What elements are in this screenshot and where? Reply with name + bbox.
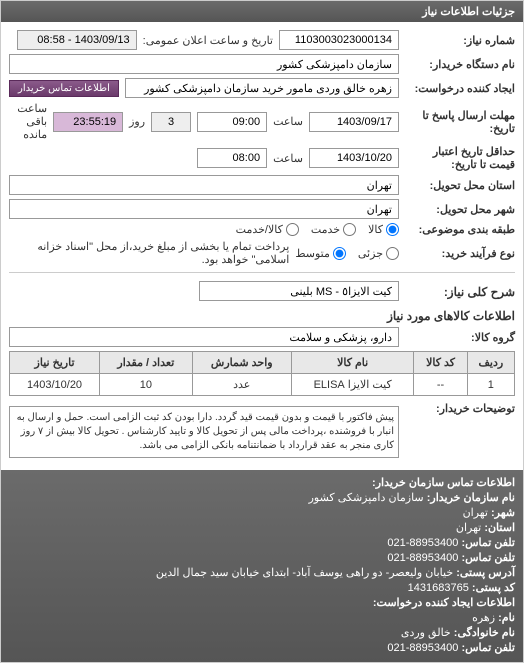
post-label: کد پستی: <box>472 582 515 594</box>
requester-label: ایجاد کننده درخواست: <box>405 82 515 95</box>
validity-time-input[interactable] <box>197 148 267 168</box>
deadline-time-input[interactable] <box>197 112 267 132</box>
name-label: نام: <box>498 612 515 624</box>
org-value: سازمان دامپزشکی کشور <box>309 492 424 504</box>
table-header: واحد شمارش <box>192 352 291 374</box>
tel-value: 88953400-021 <box>387 537 458 549</box>
topic-radio-group: کالا خدمت کالا/خدمت <box>236 223 399 236</box>
process-motavaset-option[interactable]: متوسط <box>295 247 346 260</box>
contact-button[interactable]: اطلاعات تماس خریدار <box>9 80 119 97</box>
public-notice-input[interactable] <box>17 30 137 50</box>
public-notice-label: تاریخ و ساعت اعلان عمومی: <box>143 34 273 47</box>
buyer-label: نام دستگاه خریدار: <box>405 58 515 71</box>
req-creator-title: اطلاعات ایجاد کننده درخواست: <box>373 597 515 609</box>
post-value: 1431683765 <box>408 582 469 594</box>
items-table: ردیفکد کالانام کالاواحد شمارشتعداد / مقد… <box>9 351 515 396</box>
panel-title: جزئیات اطلاعات نیاز <box>1 1 523 22</box>
table-cell: 1 <box>467 374 514 396</box>
city-label: شهر محل تحویل: <box>405 203 515 216</box>
days-input[interactable] <box>151 112 191 132</box>
table-header: تاریخ نیاز <box>10 352 100 374</box>
topic-kalakhadamat-radio[interactable] <box>286 223 299 236</box>
table-cell: کیت الایزا ELISA <box>291 374 414 396</box>
shahr-value: تهران <box>463 507 488 519</box>
form-body: شماره نیاز: تاریخ و ساعت اعلان عمومی: نا… <box>1 22 523 470</box>
org-label: نام سازمان خریدار: <box>427 492 515 504</box>
roz-label: روز <box>129 115 145 128</box>
saat-label-2: ساعت <box>273 152 303 165</box>
table-header: ردیف <box>467 352 514 374</box>
fax-value: 88953400-021 <box>387 552 458 564</box>
key-label: شرح کلی نیاز: <box>405 285 515 299</box>
saat-label-1: ساعت <box>273 115 303 128</box>
need-number-label: شماره نیاز: <box>405 34 515 47</box>
topic-kalakhadamat-option[interactable]: کالا/خدمت <box>236 223 299 236</box>
buyer-note-label: توضیحات خریدار: <box>405 402 515 415</box>
key-input[interactable] <box>199 281 399 301</box>
addr-value: خیابان ولیعصر- دو راهی یوسف آباد- ابتدای… <box>156 567 453 579</box>
table-cell: 10 <box>100 374 193 396</box>
process-motavaset-radio[interactable] <box>333 247 346 260</box>
table-cell: -- <box>414 374 467 396</box>
deadline-label: مهلت ارسال پاسخ تا تاریخ: <box>405 109 515 135</box>
table-header: نام کالا <box>291 352 414 374</box>
city-input[interactable] <box>9 199 399 219</box>
need-number-input[interactable] <box>279 30 399 50</box>
province-label: استان محل تحویل: <box>405 179 515 192</box>
addr-label: آدرس پستی: <box>456 567 515 579</box>
ostan-label: استان: <box>484 522 515 534</box>
table-cell: 1403/10/20 <box>10 374 100 396</box>
details-panel: جزئیات اطلاعات نیاز شماره نیاز: تاریخ و … <box>0 0 524 663</box>
topic-kala-radio[interactable] <box>386 223 399 236</box>
buyer-input[interactable] <box>9 54 399 74</box>
process-label: نوع فرآیند خرید: <box>405 247 515 260</box>
process-note: پرداخت تمام یا بخشی از مبلغ خرید،از محل … <box>9 240 289 266</box>
table-header: تعداد / مقدار <box>100 352 193 374</box>
tel2-label: تلفن تماس: <box>461 642 515 654</box>
buyer-note: پیش فاکتور با قیمت و بدون قیمت قید گردد.… <box>9 406 399 458</box>
table-header: کد کالا <box>414 352 467 374</box>
name-value: زهره <box>472 612 495 624</box>
fax-label: تلفن تماس: <box>461 552 515 564</box>
tel-label: تلفن تماس: <box>461 537 515 549</box>
family-label: نام خانوادگی: <box>454 627 515 639</box>
process-jozi-radio[interactable] <box>386 247 399 260</box>
topic-khadamat-option[interactable]: خدمت <box>311 223 356 236</box>
process-radio-group: جزئی متوسط <box>295 247 399 260</box>
deadline-date-input[interactable] <box>309 112 399 132</box>
topic-khadamat-radio[interactable] <box>343 223 356 236</box>
contact-title: اطلاعات تماس سازمان خریدار: <box>372 477 515 489</box>
validity-label: حداقل تاریخ اعتبار قیمت تا تاریخ: <box>405 145 515 171</box>
group-label: گروه کالا: <box>405 331 515 344</box>
topic-kala-option[interactable]: کالا <box>368 223 399 236</box>
topic-label: طبقه بندی موضوعی: <box>405 223 515 236</box>
shahr-label: شهر: <box>491 507 515 519</box>
group-input[interactable] <box>9 327 399 347</box>
requester-input[interactable] <box>125 78 399 98</box>
province-input[interactable] <box>9 175 399 195</box>
remain-time-input[interactable] <box>53 112 123 132</box>
table-row: 1--کیت الایزا ELISAعدد101403/10/20 <box>10 374 515 396</box>
items-title: اطلاعات کالاهای مورد نیاز <box>9 309 515 323</box>
tel2-value: 88953400-021 <box>387 642 458 654</box>
validity-date-input[interactable] <box>309 148 399 168</box>
footer-info: اطلاعات تماس سازمان خریدار: نام سازمان خ… <box>1 470 523 662</box>
family-value: خالق وردی <box>401 627 451 639</box>
ostan-value: تهران <box>456 522 481 534</box>
divider <box>9 272 515 273</box>
remain-label: ساعت باقی مانده <box>9 102 47 141</box>
process-jozi-option[interactable]: جزئی <box>358 247 399 260</box>
table-cell: عدد <box>192 374 291 396</box>
